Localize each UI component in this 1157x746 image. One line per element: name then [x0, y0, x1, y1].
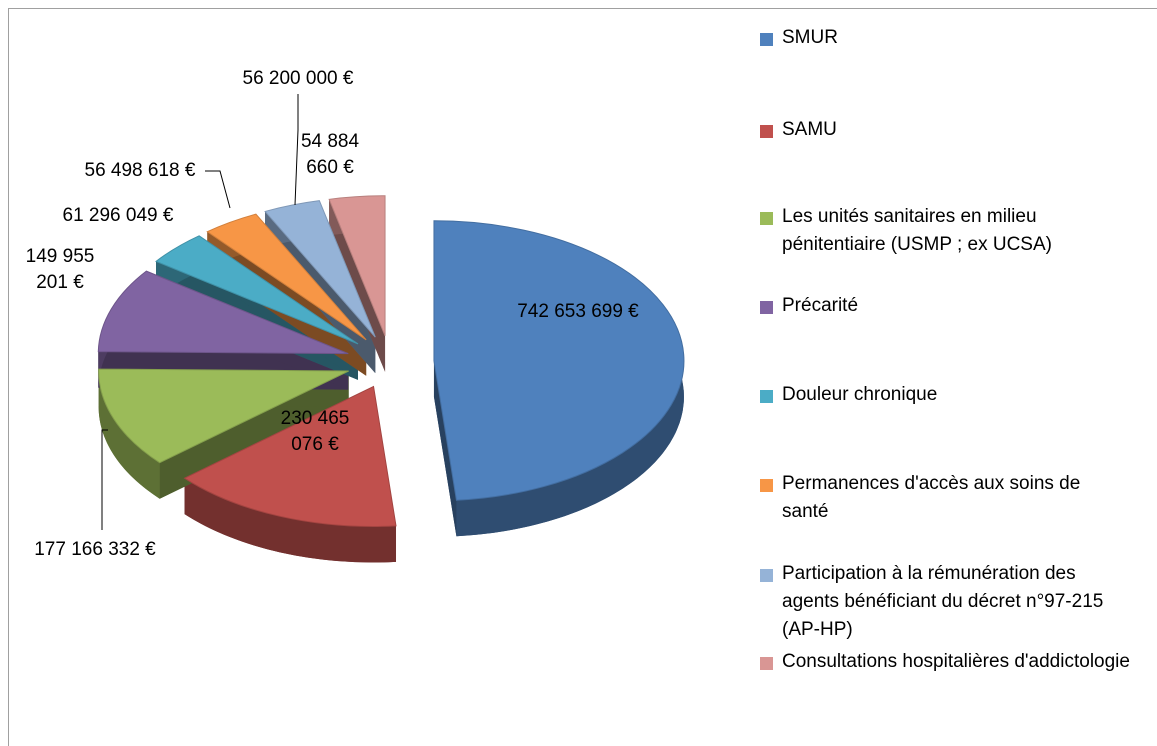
legend-label: SAMU [782, 119, 837, 140]
slice [206, 213, 367, 341]
legend-item: Douleur chronique [760, 381, 1130, 409]
slice [155, 235, 359, 345]
data-label: 61 296 049 € [62, 205, 174, 226]
legend-item: Les unités sanitaires en milieu pénitent… [760, 203, 1130, 259]
legend-label: Douleur chronique [782, 384, 938, 405]
legend-label: SMUR [782, 27, 838, 48]
legend-swatch [760, 301, 773, 314]
legend-swatch [760, 479, 773, 492]
slice-side [184, 478, 397, 563]
slice [328, 195, 386, 336]
legend-item: SAMU [760, 116, 1130, 144]
data-label: 177 166 332 € [34, 539, 156, 560]
slice [183, 385, 397, 527]
legend-swatch [760, 569, 773, 582]
legend-label: Les unités sanitaires en milieu pénitent… [782, 206, 1052, 255]
legend-swatch [760, 390, 773, 403]
data-label: 56 498 618 € [84, 160, 196, 181]
pie [97, 195, 685, 563]
legend-item: Permanences d'accès aux soins de santé [760, 470, 1130, 526]
legend-item: Consultations hospitalières d'addictolog… [760, 648, 1130, 676]
slice-wall [433, 360, 457, 537]
legend-label: Consultations hospitalières d'addictolog… [782, 651, 1130, 672]
data-label: 230 465 076 € [280, 408, 350, 455]
data-label: 56 200 000 € [242, 68, 354, 89]
slice [97, 270, 349, 355]
legend-swatch [760, 657, 773, 670]
legend-swatch [760, 125, 773, 138]
leader-line [101, 429, 108, 530]
legend-item: Précarité [760, 292, 1130, 320]
leader-line [294, 94, 299, 206]
legend-swatch [760, 212, 773, 225]
data-label: 149 955 201 € [25, 246, 95, 293]
legend-item: Participation à la rémunération des agen… [760, 560, 1130, 644]
slice [98, 368, 349, 464]
data-label: 54 884 660 € [300, 131, 360, 178]
legend-label: Permanences d'accès aux soins de santé [782, 473, 1081, 522]
data-label: 742 653 699 € [517, 301, 639, 322]
slice-side [98, 369, 160, 499]
slice [433, 220, 685, 501]
chart-frame [8, 8, 1157, 746]
legend-item: SMUR [760, 24, 1130, 52]
legend-swatch [760, 33, 773, 46]
slice [264, 200, 376, 338]
legend-label: Participation à la rémunération des agen… [782, 563, 1104, 640]
leader-line [205, 170, 231, 209]
legend-label: Précarité [782, 295, 859, 316]
